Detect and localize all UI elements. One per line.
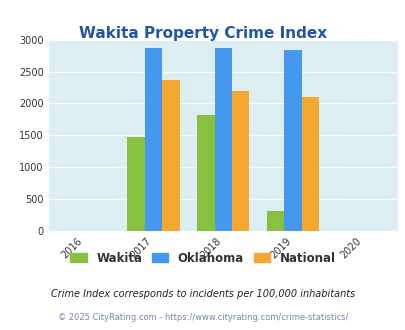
Bar	[266, 211, 284, 231]
Text: © 2025 CityRating.com - https://www.cityrating.com/crime-statistics/: © 2025 CityRating.com - https://www.city…	[58, 313, 347, 322]
Text: Wakita Property Crime Index: Wakita Property Crime Index	[79, 26, 326, 41]
Bar	[214, 48, 231, 231]
Bar	[127, 137, 144, 231]
Bar	[231, 91, 249, 231]
Bar	[196, 115, 214, 231]
Text: Crime Index corresponds to incidents per 100,000 inhabitants: Crime Index corresponds to incidents per…	[51, 289, 354, 299]
Legend: Wakita, Oklahoma, National: Wakita, Oklahoma, National	[66, 247, 339, 269]
Bar	[284, 50, 301, 231]
Bar	[301, 97, 318, 231]
Bar	[144, 48, 162, 231]
Bar	[162, 80, 179, 231]
